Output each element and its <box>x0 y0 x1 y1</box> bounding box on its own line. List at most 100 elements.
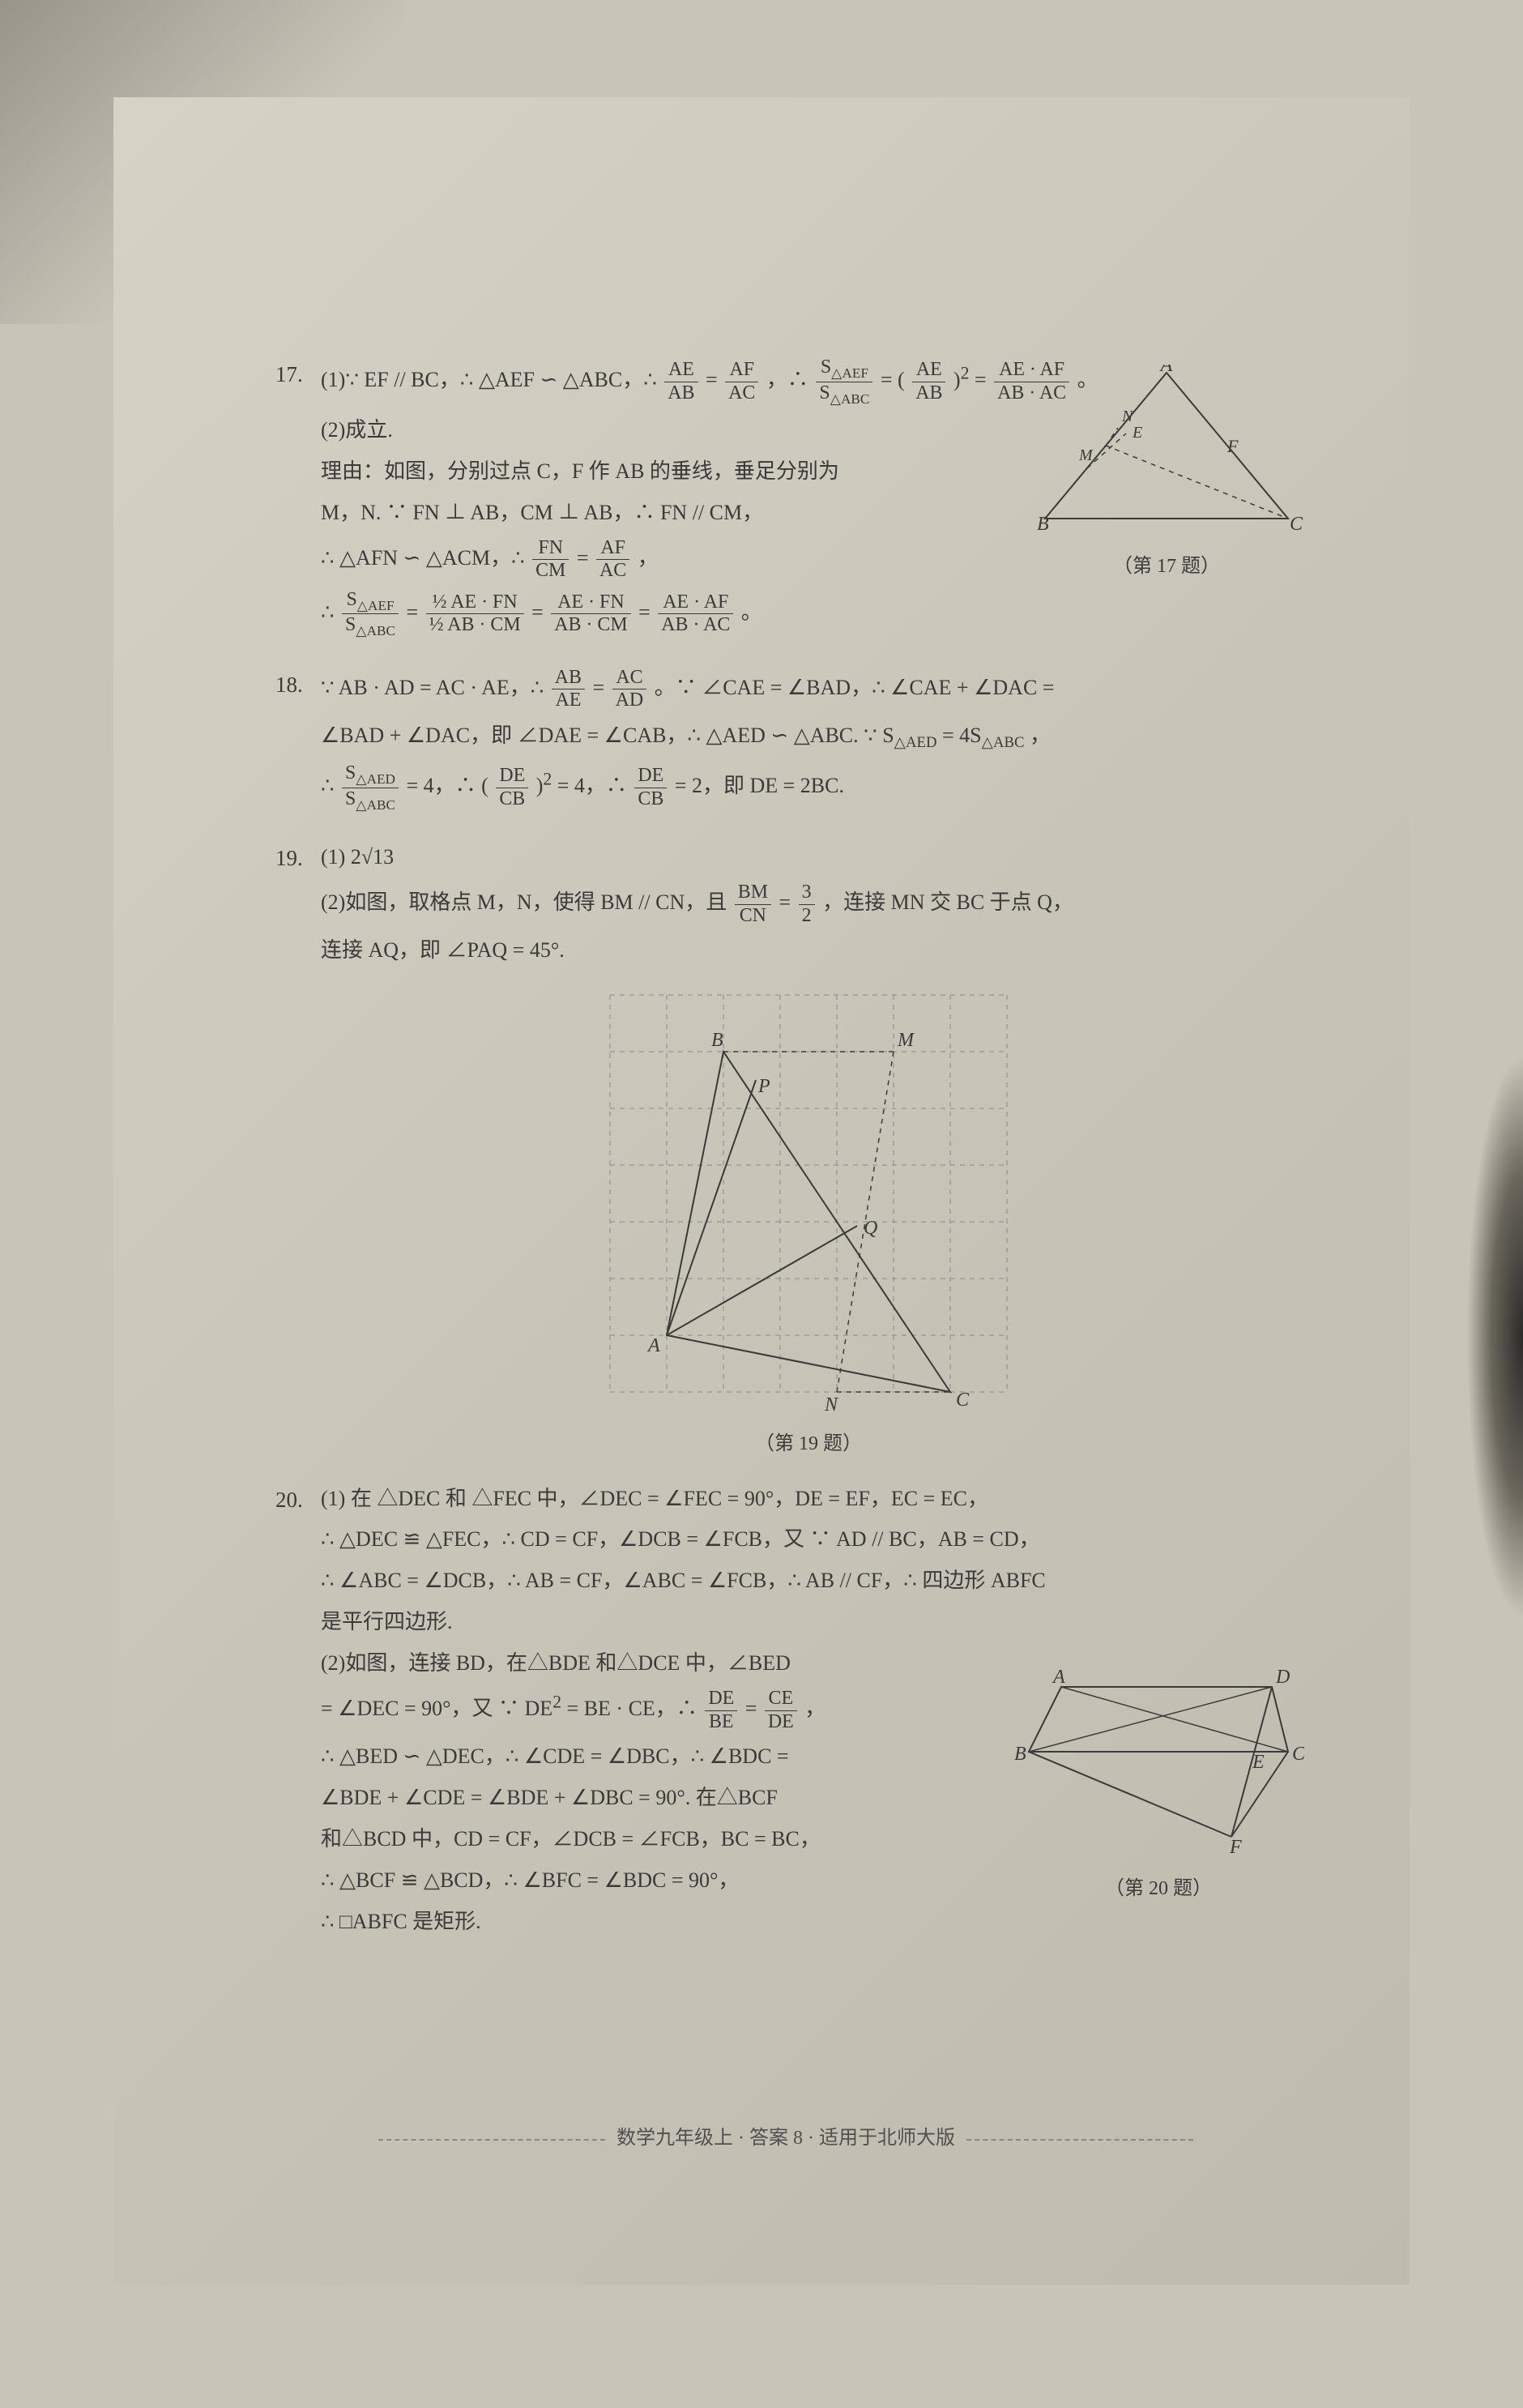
vertex-label: F <box>1229 1837 1242 1857</box>
text: = 4，∴ <box>557 774 627 797</box>
text: = <box>745 1697 762 1720</box>
triangle-diagram: A B C F N E M <box>1029 365 1304 535</box>
figure-17: A B C F N E M （第 17 题） <box>1029 365 1304 575</box>
text: = 4S <box>942 724 982 747</box>
text-line: 和△BCD 中，CD = CF，∠DCB = ∠FCB，BC = BC， <box>321 1822 904 1857</box>
text-line: ∴ △BED ∽ △DEC，∴ ∠CDE = ∠DBC，∴ ∠BDC = <box>321 1740 904 1774</box>
text: ∠BAD + ∠DAC，即 ∠DAE = ∠CAB，∴ △AED ∽ △ABC.… <box>321 724 894 747</box>
text: ∴ <box>321 600 335 624</box>
figure-caption: （第 20 题） <box>1013 1873 1304 1906</box>
text: (2)如图，取格点 M，N，使得 BM // CN，且 <box>321 890 727 914</box>
fraction: ½ AE · FN½ AB · CM <box>426 591 524 637</box>
fraction: AEAB <box>664 359 698 404</box>
text: 。∵ ∠CAE = ∠BAD，∴ ∠CAE + ∠DAC = <box>655 676 1055 699</box>
vertex-label: N <box>1121 408 1134 425</box>
grid-label: M <box>897 1030 915 1051</box>
text-line: ∠BDE + ∠CDE = ∠BDE + ∠DBC = 90°. 在△BCF <box>321 1781 904 1816</box>
text: (1)∵ EF // BC，∴ △AEF ∽ △ABC，∴ <box>321 368 657 391</box>
text: = <box>779 890 796 914</box>
text: = ( <box>881 368 905 391</box>
fraction: FNCM <box>532 537 569 583</box>
text-line: (1) 2√13 <box>321 840 1296 875</box>
grid-label: Q <box>864 1218 877 1239</box>
fraction: DECB <box>634 765 667 810</box>
text: = ∠DEC = 90°，又 ∵ DE <box>321 1697 552 1720</box>
problem-number: 18. <box>275 667 321 819</box>
grid-label: N <box>824 1394 839 1415</box>
text: = <box>638 600 655 624</box>
problem-body: ∵ AB · AD = AC · AE，∴ ABAE = ACAD 。∵ ∠CA… <box>321 667 1296 819</box>
grid-label: B <box>711 1030 723 1051</box>
text-line: ∴ ∠ABC = ∠DCB，∴ AB = CF，∠ABC = ∠FCB，∴ AB… <box>321 1564 1296 1599</box>
problem-body: (1) 在 △DEC 和 △FEC 中，∠DEC = ∠FEC = 90°，DE… <box>321 1482 1296 1946</box>
text: ∴ △AFN ∽ △ACM，∴ <box>321 546 525 570</box>
problem-number: 19. <box>275 840 321 1460</box>
problem-body: (1) 2√13 (2)如图，取格点 M，N，使得 BM // CN，且 BMC… <box>321 840 1296 1460</box>
figure-20: A D B C E F （第 20 题） <box>1013 1663 1304 1889</box>
text: = <box>593 676 610 699</box>
text: = <box>531 600 548 624</box>
vertex-label: B <box>1014 1744 1026 1765</box>
exponent: 2 <box>961 363 970 382</box>
vertex-label: D <box>1275 1667 1290 1688</box>
fraction: S△AEFS△ABC <box>342 589 399 639</box>
vertex-label: M <box>1078 446 1094 464</box>
fraction: AEAB <box>912 359 945 404</box>
problem-number: 17. <box>275 357 321 646</box>
fraction: AFAC <box>596 537 629 583</box>
fraction: AE · AFAB · AC <box>658 591 733 637</box>
text: ， <box>804 1697 825 1720</box>
fraction: AE · FNAB · CM <box>551 591 630 637</box>
fraction: DECB <box>496 765 528 810</box>
fraction: ACAD <box>612 667 647 712</box>
page-footer: 数学九年级上 · 答案 8 · 适用于北师大版 <box>275 2123 1296 2155</box>
text: ，连接 MN 交 BC 于点 Q， <box>822 890 1073 914</box>
page-content: 17. (1)∵ EF // BC，∴ △AEF ∽ △ABC，∴ AEAB =… <box>113 97 1410 2285</box>
text: = <box>407 600 424 624</box>
text-line: ∴ △BCF ≌ △BCD，∴ ∠BFC = ∠BDC = 90°， <box>321 1864 904 1898</box>
text: ， <box>1030 724 1051 747</box>
text: = <box>975 368 992 391</box>
text: = 4，∴ ( <box>407 774 488 797</box>
grid-label: P <box>757 1076 770 1097</box>
text-line: = ∠DEC = 90°，又 ∵ DE2 = BE · CE，∴ DEBE = … <box>321 1688 904 1733</box>
grid-label: A <box>646 1335 660 1356</box>
exponent: 2 <box>552 1692 561 1711</box>
text-line: (1) 在 △DEC 和 △FEC 中，∠DEC = ∠FEC = 90°，DE… <box>321 1482 1296 1517</box>
exponent: 2 <box>543 769 552 788</box>
problem-body: (1)∵ EF // BC，∴ △AEF ∽ △ABC，∴ AEAB = AFA… <box>321 357 1296 646</box>
problem-20: 20. (1) 在 △DEC 和 △FEC 中，∠DEC = ∠FEC = 90… <box>275 1482 1296 1946</box>
vertex-label: C <box>1290 514 1303 535</box>
text-line: ∴ S△AEFS△ABC = ½ AE · FN½ AB · CM = AE ·… <box>321 589 1296 639</box>
text: = 2，即 DE = 2BC. <box>675 774 844 797</box>
fraction: DEBE <box>705 1688 737 1733</box>
text-line: ∠BAD + ∠DAC，即 ∠DAE = ∠CAB，∴ △AED ∽ △ABC.… <box>321 719 1296 756</box>
text: = <box>577 546 594 570</box>
problem-19: 19. (1) 2√13 (2)如图，取格点 M，N，使得 BM // CN，且… <box>275 840 1296 1460</box>
figure-caption: （第 19 题） <box>321 1428 1296 1461</box>
figure-caption: （第 17 题） <box>1029 551 1304 583</box>
figure-19-grid: A B C M N P Q <box>598 983 1019 1420</box>
text: ，∴ <box>766 368 808 391</box>
fraction: ABAE <box>552 667 585 712</box>
vertex-label: A <box>1159 365 1173 376</box>
text: = BE · CE，∴ <box>567 1697 698 1720</box>
problem-18: 18. ∵ AB · AD = AC · AE，∴ ABAE = ACAD 。∵… <box>275 667 1296 819</box>
fraction: 32 <box>799 882 815 927</box>
text: ) <box>953 368 961 391</box>
fraction: S△AEFS△ABC <box>816 357 872 407</box>
text-line: ∵ AB · AD = AC · AE，∴ ABAE = ACAD 。∵ ∠CA… <box>321 667 1296 712</box>
parallelogram-diagram: A D B C E F <box>1013 1663 1304 1857</box>
fraction: BMCN <box>735 882 771 927</box>
text-line: 是平行四边形. <box>321 1605 1296 1640</box>
text: ∵ AB · AD = AC · AE，∴ <box>321 676 544 699</box>
text: ， <box>638 546 659 570</box>
text-line: ∴ S△AEDS△ABC = 4，∴ ( DECB )2 = 4，∴ DECB … <box>321 762 1296 813</box>
text: ∴ <box>321 774 335 797</box>
vertex-label: E <box>1132 424 1142 442</box>
text-line: (2)如图，连接 BD，在△BDE 和△DCE 中，∠BED <box>321 1646 904 1681</box>
text-line: (2)如图，取格点 M，N，使得 BM // CN，且 BMCN = 32 ，连… <box>321 882 1296 927</box>
text-line: ∴ □ABFC 是矩形. <box>321 1905 904 1940</box>
text: 。 <box>741 600 762 624</box>
grid-label: C <box>956 1390 970 1411</box>
